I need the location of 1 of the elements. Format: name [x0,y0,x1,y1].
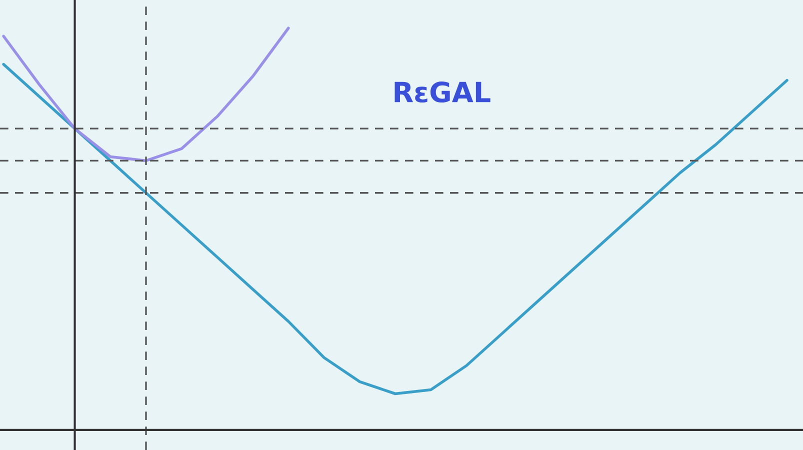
annotation: RεGAL [394,82,490,103]
